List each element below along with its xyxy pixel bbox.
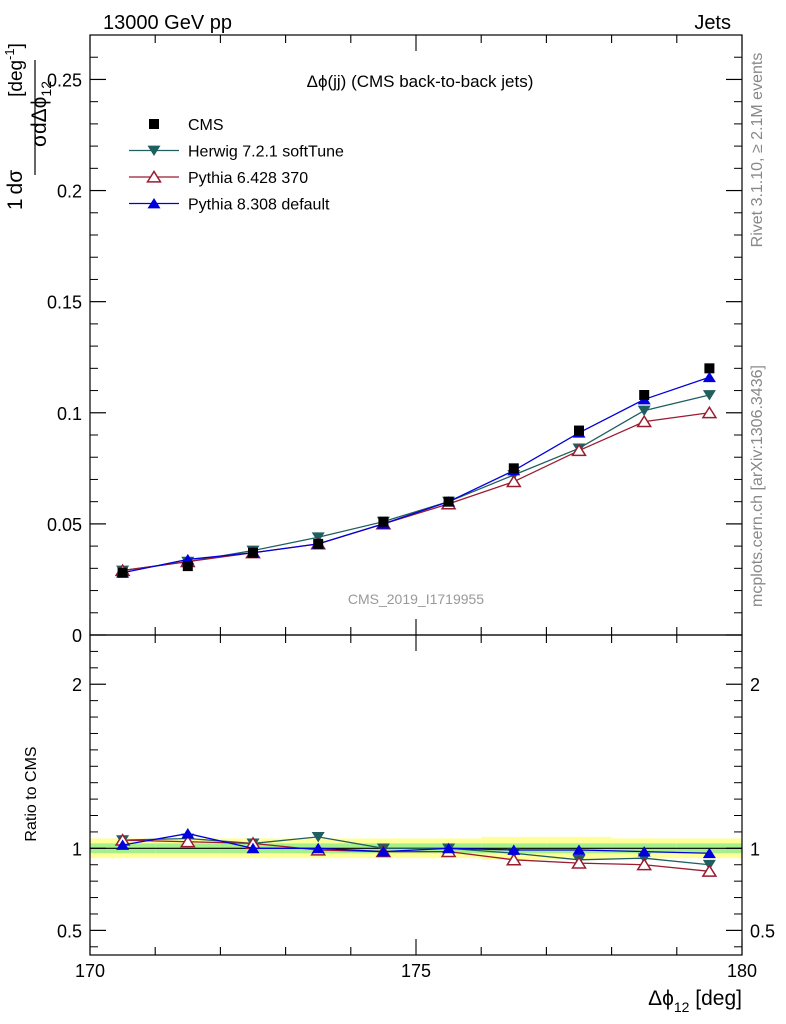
main-data-point [182,561,193,572]
main-data-point [574,425,584,436]
main-series-0 [117,363,715,578]
ratio-data-point [702,847,716,859]
ratio-data-point [179,834,196,848]
legend: CMS Herwig 7.2.1 softTune Pythia 6.428 370… [129,117,344,214]
legend-entry: Pythia 6.428 370 [188,170,308,187]
main-data-point [508,463,519,474]
ratio-y-tick-label: 1 [72,839,82,859]
ratio-panel: 0.5 0.5 1 1 2 2 170 175 180 Ratio to CMS [23,634,775,981]
main-y-axis-label-denominator: σdΔϕ12 [28,81,54,147]
ratio-y-tick-label-right: 2 [750,675,760,695]
main-y-tick-label: 0 [72,626,82,646]
side-label-rivet: Rivet 3.1.10, ≥ 2.1M events [749,53,766,248]
main-panel: 0 0.05 0.1 0.15 0.2 0.25 CMS_2019_I1719955 Δϕ… [47,34,743,646]
legend-marker [149,119,159,129]
legend-marker [146,170,162,183]
ratio-y-tick-label: 0.5 [57,921,82,941]
x-tick-label: 175 [401,961,431,981]
main-data-point [313,538,324,549]
ratio-data-point [505,852,522,866]
ratio-data-point [701,864,718,877]
side-label-mcplots: mcplots.cern.ch [arXiv:1306.3436] [749,365,766,607]
x-tick-label: 180 [727,961,757,981]
ratio-frame [89,634,743,956]
main-series-2 [114,405,718,577]
main-data-point [639,390,650,400]
ratio-series [114,828,718,877]
ratio-data-point [376,846,390,857]
main-series-1 [116,390,716,577]
ratio-series-line [122,832,710,854]
ratio-y-tick-label-right: 0.5 [750,921,775,941]
ratio-data-point [571,856,587,869]
header-left: 13000 GeV pp [103,12,232,34]
ratio-data-point [507,844,521,855]
ratio-y-tick-label: 2 [72,675,82,695]
ratio-data-point [311,842,325,854]
main-series-line [122,376,710,574]
main-x-ticks [89,35,743,635]
main-series-line [122,412,710,572]
ratio-series-2 [116,828,716,859]
main-y-tick-label: 0.25 [47,70,82,90]
ratio-data-point [572,844,586,855]
ratio-y-tick-label-right: 1 [750,839,760,859]
ratio-y-axis-label: Ratio to CMS [23,746,40,841]
legend-entry: Herwig 7.2.1 softTune [188,144,344,161]
main-data-point [443,496,454,507]
main-y-axis-label: 1dσ σdΔϕ12 [deg-1] [2,43,54,210]
x-axis-label-text: Δϕ12 [deg] [648,987,742,1015]
main-y-axis-label-text: 1dσ [4,170,27,210]
header-right: Jets [694,12,731,34]
ratio-data-point [637,846,651,857]
main-y-ticks: 0 0.05 0.1 0.15 0.2 0.25 [47,56,742,646]
main-data-point [704,363,715,374]
main-y-tick-label: 0.05 [47,515,82,535]
ratio-x-ticks: 170 175 180 [75,635,757,981]
ratio-series-line [122,839,710,872]
main-y-tick-label: 0.2 [57,182,82,202]
legend-entry: Pythia 8.308 default [188,197,330,214]
main-series [114,363,718,578]
main-data-point [117,567,128,578]
main-data-point [636,414,653,428]
main-y-tick-label: 0.15 [47,293,82,313]
main-series-line [122,394,710,572]
ratio-data-point [311,831,325,843]
legend-entry: CMS [188,117,224,134]
main-series-3 [116,371,716,578]
legend-marker [147,197,161,209]
ratio-data-point [442,842,456,854]
ratio-data-point [181,828,195,839]
ratio-y-ticks: 0.5 0.5 1 1 2 2 [57,650,775,948]
x-tick-label: 170 [75,961,105,981]
legend-marker [147,145,161,157]
main-y-tick-label: 0.1 [57,404,82,424]
main-data-point [505,474,522,488]
main-data-point [571,443,587,457]
main-data-point [702,390,716,401]
main-data-point [378,516,389,527]
main-y-axis-label-unit: [deg-1] [2,43,27,97]
x-axis-label: Δϕ12 [deg] [648,987,742,1015]
ratio-data-point [116,839,130,850]
analysis-watermark: CMS_2019_I1719955 [348,591,484,607]
main-data-point [702,371,716,383]
main-data-point [248,547,258,558]
ratio-data-point [246,842,260,854]
ratio-data-point [636,857,653,871]
plot-title: Δϕ(jj) (CMS back-to-back jets) [307,72,534,91]
main-data-point [701,405,718,419]
main-data-point [637,405,651,417]
